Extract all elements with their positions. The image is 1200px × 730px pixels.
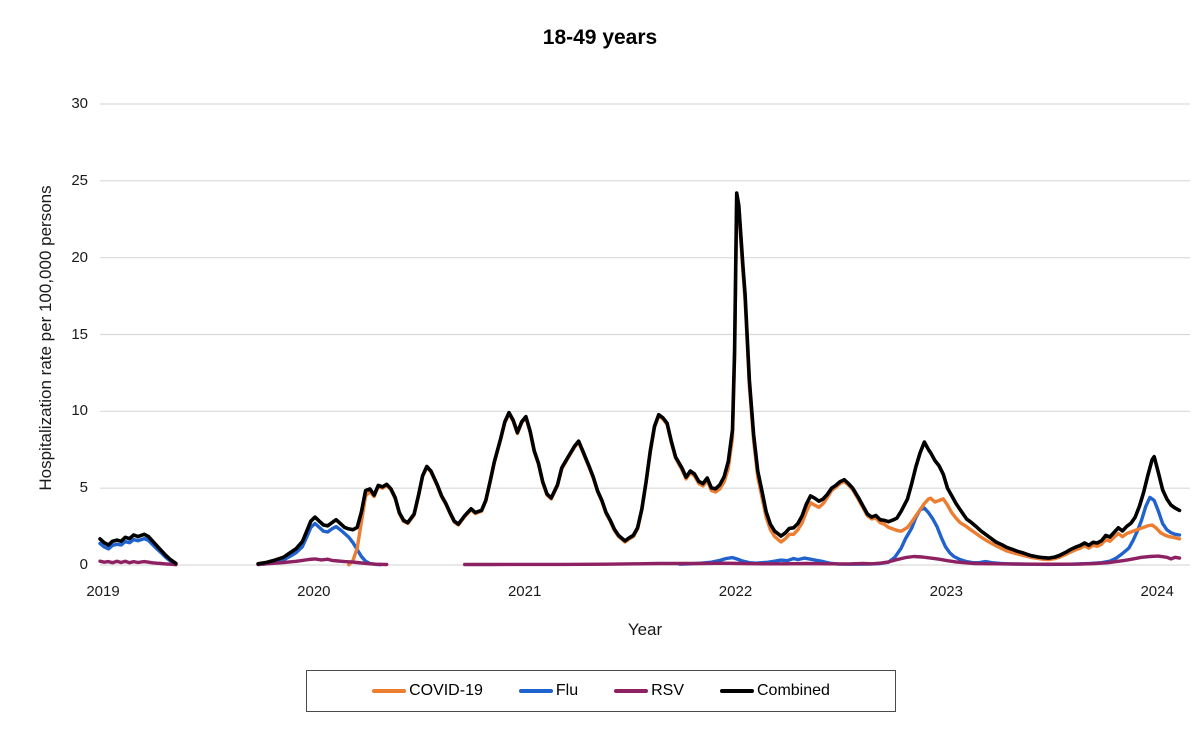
series-line-rsv <box>463 554 1182 567</box>
legend-item-flu: Flu <box>518 682 579 700</box>
chart-title: 18-49 years <box>542 26 658 49</box>
legend-swatch-flu <box>518 688 553 694</box>
x-axis-title: Year <box>627 620 663 639</box>
legend-swatch-covid-19 <box>372 688 407 694</box>
legend: COVID-19 Flu RSV Combined <box>306 670 896 712</box>
y-tick-label: 20 <box>71 248 88 266</box>
series-line-flu <box>678 495 1182 567</box>
series-line-combined <box>256 191 1182 566</box>
series-line-rsv <box>256 557 389 567</box>
x-tick-label: 2024 <box>1140 583 1174 600</box>
x-tick-label: 2021 <box>507 583 542 600</box>
legend-swatch-rsv <box>614 688 649 694</box>
x-tick-label: 2020 <box>297 583 331 600</box>
y-tick-label: 30 <box>71 95 88 112</box>
y-tick-label: 10 <box>71 402 88 420</box>
x-tick-label: 2022 <box>718 583 753 600</box>
legend-label: RSV <box>651 682 684 699</box>
y-tick-label: 25 <box>71 171 88 189</box>
legend-label: COVID-19 <box>409 682 483 699</box>
legend-item-covid-19: COVID-19 <box>372 682 483 700</box>
y-tick-label: 0 <box>79 556 88 573</box>
series-line-rsv <box>98 559 178 567</box>
x-tick-label: 2023 <box>929 583 963 600</box>
legend-label: Combined <box>757 682 830 699</box>
legend-label: Flu <box>555 682 579 699</box>
y-tick-label: 5 <box>79 479 88 497</box>
legend-item-combined: Combined <box>720 682 830 700</box>
y-tick-label: 15 <box>71 325 88 343</box>
series-line-combined <box>98 532 178 566</box>
legend-swatch-combined <box>720 688 754 694</box>
series-line-flu <box>256 521 383 567</box>
x-tick-label: 2019 <box>86 583 120 600</box>
legend-item-rsv: RSV <box>614 682 684 700</box>
